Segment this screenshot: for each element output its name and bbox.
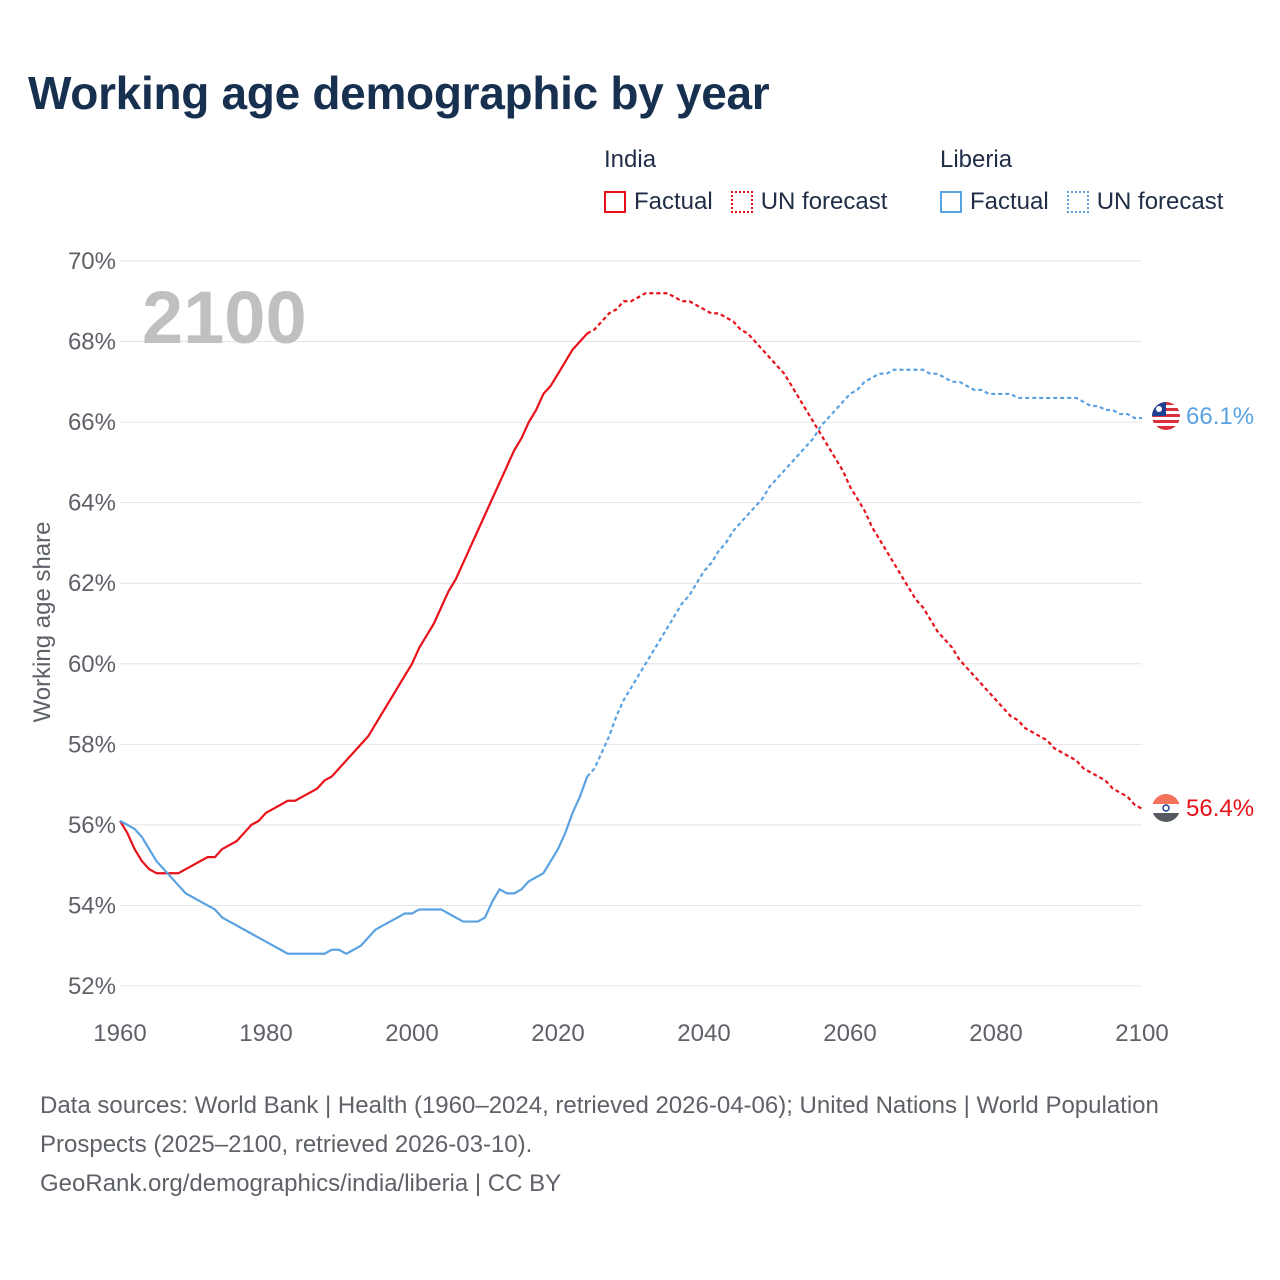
y-axis-ticks: 52% 54% 56% 58% 60% 62% 64% 66% 68% 70% bbox=[68, 248, 116, 1000]
line-chart: 2100 52% 54% 56% 58% 60% 62% 64% 66% 68% 70% 1960… bbox=[29, 248, 1254, 1047]
x-axis-ticks: 1960 1980 2000 2020 2040 2060 2080 2100 bbox=[93, 1020, 1168, 1047]
legend-group-name-liberia: Liberia bbox=[940, 146, 1013, 173]
source-link[interactable]: GeoRank.org/demographics/india/liberia |… bbox=[40, 1170, 562, 1197]
y-tick-label: 62% bbox=[68, 570, 116, 597]
x-tick-label: 2100 bbox=[1115, 1020, 1168, 1047]
y-tick-label: 58% bbox=[68, 731, 116, 758]
legend-swatch-dotted-icon bbox=[730, 191, 753, 213]
x-tick-label: 1960 bbox=[93, 1020, 146, 1047]
x-tick-label: 2060 bbox=[823, 1020, 876, 1047]
legend-item-liberia-factual[interactable]: Factual bbox=[940, 188, 1049, 216]
x-tick-label: 2000 bbox=[385, 1020, 438, 1047]
legend-group-name-india: India bbox=[604, 146, 657, 173]
legend-swatch-solid-icon bbox=[940, 191, 962, 213]
y-tick-label: 60% bbox=[68, 651, 116, 678]
india-flag-icon bbox=[1152, 794, 1180, 822]
end-value-label-india: 56.4% bbox=[1186, 795, 1254, 822]
chart-title: Working age demographic by year bbox=[28, 67, 770, 119]
gridlines bbox=[120, 260, 1142, 987]
legend-item-india-factual[interactable]: Factual bbox=[604, 188, 713, 216]
legend-label: UN forecast bbox=[1096, 188, 1224, 215]
x-tick-label: 2080 bbox=[969, 1020, 1022, 1047]
data-sources-text: Data sources: World Bank | Health (1960–… bbox=[40, 1092, 1159, 1158]
footer: Data sources: World Bank | Health (1960–… bbox=[40, 1086, 1200, 1203]
legend-group-india: India Factual UN forecast bbox=[604, 146, 887, 216]
y-tick-label: 68% bbox=[68, 329, 116, 356]
y-tick-label: 52% bbox=[68, 973, 116, 1000]
y-tick-label: 54% bbox=[68, 892, 116, 919]
y-tick-label: 56% bbox=[68, 812, 116, 839]
y-tick-label: 70% bbox=[68, 248, 116, 275]
y-tick-label: 66% bbox=[68, 409, 116, 436]
legend-label: Factual bbox=[970, 188, 1049, 215]
x-tick-label: 2040 bbox=[677, 1020, 730, 1047]
legend-label: Factual bbox=[634, 188, 713, 215]
series-lines bbox=[119, 292, 1143, 955]
liberia-factual-line[interactable] bbox=[119, 776, 589, 955]
y-axis-label: Working age share bbox=[29, 522, 56, 723]
legend-group-liberia: Liberia Factual UN forecast bbox=[940, 146, 1223, 216]
liberia-flag-icon bbox=[1152, 402, 1180, 430]
x-tick-label: 2020 bbox=[531, 1020, 584, 1047]
legend-item-liberia-forecast[interactable]: UN forecast bbox=[1066, 188, 1224, 216]
end-value-label-liberia: 66.1% bbox=[1186, 403, 1254, 430]
legend-label: UN forecast bbox=[760, 188, 888, 215]
legend-swatch-solid-icon bbox=[604, 191, 626, 213]
liberia-forecast-line[interactable] bbox=[586, 368, 1142, 778]
year-watermark: 2100 bbox=[142, 276, 307, 359]
legend-item-india-forecast[interactable]: UN forecast bbox=[730, 188, 888, 216]
legend-swatch-dotted-icon bbox=[1066, 191, 1089, 213]
india-forecast-line[interactable] bbox=[586, 292, 1143, 810]
india-factual-line[interactable] bbox=[119, 332, 589, 875]
y-tick-label: 64% bbox=[68, 490, 116, 517]
x-tick-label: 1980 bbox=[239, 1020, 292, 1047]
